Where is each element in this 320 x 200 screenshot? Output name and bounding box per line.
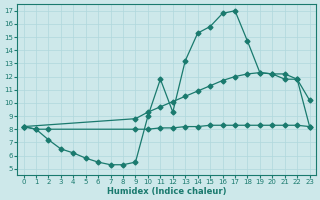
X-axis label: Humidex (Indice chaleur): Humidex (Indice chaleur) [107,187,226,196]
